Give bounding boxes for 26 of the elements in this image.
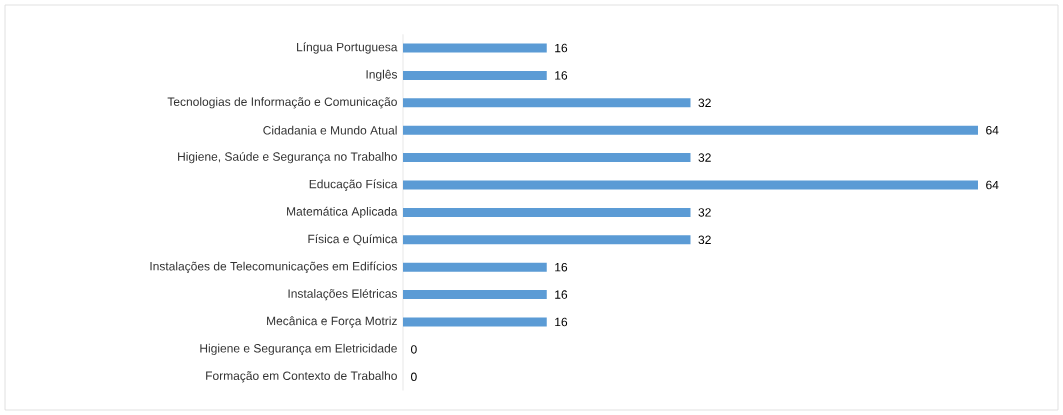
y-tick-label: Matemática Aplicada	[287, 206, 398, 219]
data-label: 0	[411, 372, 417, 382]
data-label: 0	[411, 345, 417, 354]
data-label: 32	[698, 235, 711, 245]
y-tick-label: Cidadania e Mundo Atual	[263, 125, 397, 135]
y-tick-label: Física e Química	[308, 234, 398, 246]
data-label: 16	[555, 317, 568, 327]
y-tick-label: Mecânica e Força Motriz	[267, 316, 397, 328]
y-tick-label: Instalações de Telecomunicações em Edifícios	[150, 261, 397, 273]
data-label: 16	[555, 71, 568, 80]
data-label: 32	[698, 208, 711, 217]
y-tick-label: Formação em Contexto de Trabalho	[206, 371, 397, 383]
y-tick-label: Tecnologias de Informação e Comunicação	[167, 97, 397, 109]
y-tick-label: Higiene, Saúde e Segurança no Trabalho	[178, 151, 397, 164]
y-tick-label: Língua Portuguesa	[297, 42, 398, 54]
y-tick-label: Inglês	[366, 69, 398, 82]
data-label: 16	[555, 262, 568, 272]
y-tick-label: Higiene e Segurança em Eletricidade	[200, 343, 397, 355]
data-label: 16	[555, 290, 568, 299]
y-tick-label: Instalações Elétricas	[288, 288, 398, 301]
data-label: 16	[555, 43, 568, 53]
data-label: 64	[986, 125, 999, 135]
y-tick-label: Educação Física	[309, 179, 398, 191]
data-label: 32	[698, 98, 711, 108]
data-label: 64	[986, 180, 999, 190]
data-label: 32	[698, 153, 711, 162]
